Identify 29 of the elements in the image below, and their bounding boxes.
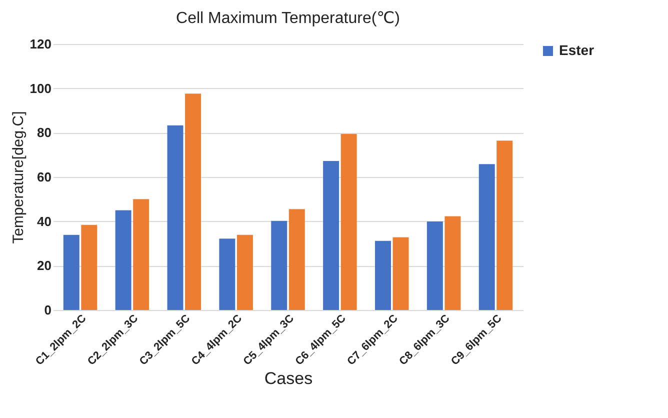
bar <box>219 238 236 310</box>
y-tick-label: 80 <box>37 125 52 140</box>
chart-title: Cell Maximum Temperature(℃) <box>176 10 400 27</box>
bar <box>271 220 288 310</box>
bar <box>185 94 202 310</box>
y-tick-label: 60 <box>37 170 52 184</box>
bar <box>133 199 150 310</box>
bar <box>340 134 357 310</box>
bar <box>288 209 305 310</box>
bar <box>392 237 409 310</box>
bar <box>81 224 98 310</box>
y-tick-label: 20 <box>37 258 52 274</box>
y-tick-label: 40 <box>37 214 52 229</box>
y-tick-label: 0 <box>44 302 52 318</box>
legend-label: Ester <box>559 42 595 58</box>
x-axis-title: Cases <box>264 368 313 388</box>
bar <box>478 164 495 310</box>
y-tick-label: 100 <box>30 80 52 96</box>
bar <box>426 222 443 310</box>
bar <box>444 216 461 310</box>
bar <box>374 240 391 310</box>
bar <box>63 234 80 310</box>
bar <box>323 161 340 310</box>
bar <box>496 140 513 310</box>
bar <box>236 234 253 310</box>
bar <box>167 125 184 310</box>
bar <box>115 210 132 310</box>
y-tick-label: 120 <box>30 36 52 52</box>
y-axis-title: Temperature[deg.C] <box>10 111 27 244</box>
